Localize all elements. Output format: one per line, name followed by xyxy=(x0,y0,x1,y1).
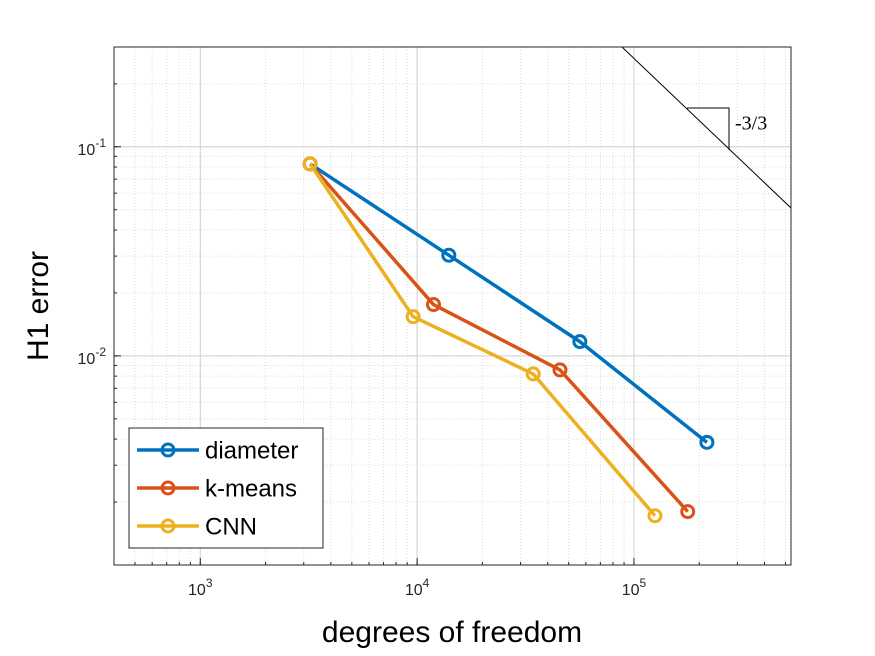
marker xyxy=(572,334,588,350)
series-line xyxy=(308,162,657,517)
x-axis-label: degrees of freedom xyxy=(322,616,582,649)
marker xyxy=(647,508,663,524)
marker xyxy=(441,247,457,263)
legend-label: diameter xyxy=(205,437,298,464)
marker xyxy=(525,366,541,382)
ticks: 103 104 105 10-2 10-1 xyxy=(78,83,787,599)
marker xyxy=(552,362,568,378)
tick-label: 103 xyxy=(188,576,213,599)
legend-label: CNN xyxy=(205,513,257,540)
marker xyxy=(302,156,318,172)
marker xyxy=(680,504,696,520)
legend-marker xyxy=(160,442,176,458)
legend-label: k-means xyxy=(205,475,297,502)
tick-label: 10-1 xyxy=(78,136,107,159)
slope-triangle: -3/3 xyxy=(621,46,792,209)
legend-marker xyxy=(160,518,176,534)
marker xyxy=(426,297,442,313)
y-axis-label: H1 error xyxy=(22,251,55,361)
series-line xyxy=(308,162,690,513)
marker xyxy=(699,434,715,450)
annotation: -3/3 xyxy=(735,113,767,135)
series-lines xyxy=(302,156,715,524)
slope-marker xyxy=(687,107,730,150)
marker xyxy=(405,309,421,325)
series-line xyxy=(309,162,708,444)
tick-label: 10-2 xyxy=(78,345,107,368)
slope-line xyxy=(621,46,792,209)
legend-marker xyxy=(160,480,176,496)
legend: diameter k-means CNN xyxy=(128,427,324,549)
tick-label: 105 xyxy=(622,576,647,599)
tick-label: 104 xyxy=(405,576,430,599)
axes-box xyxy=(113,46,792,566)
